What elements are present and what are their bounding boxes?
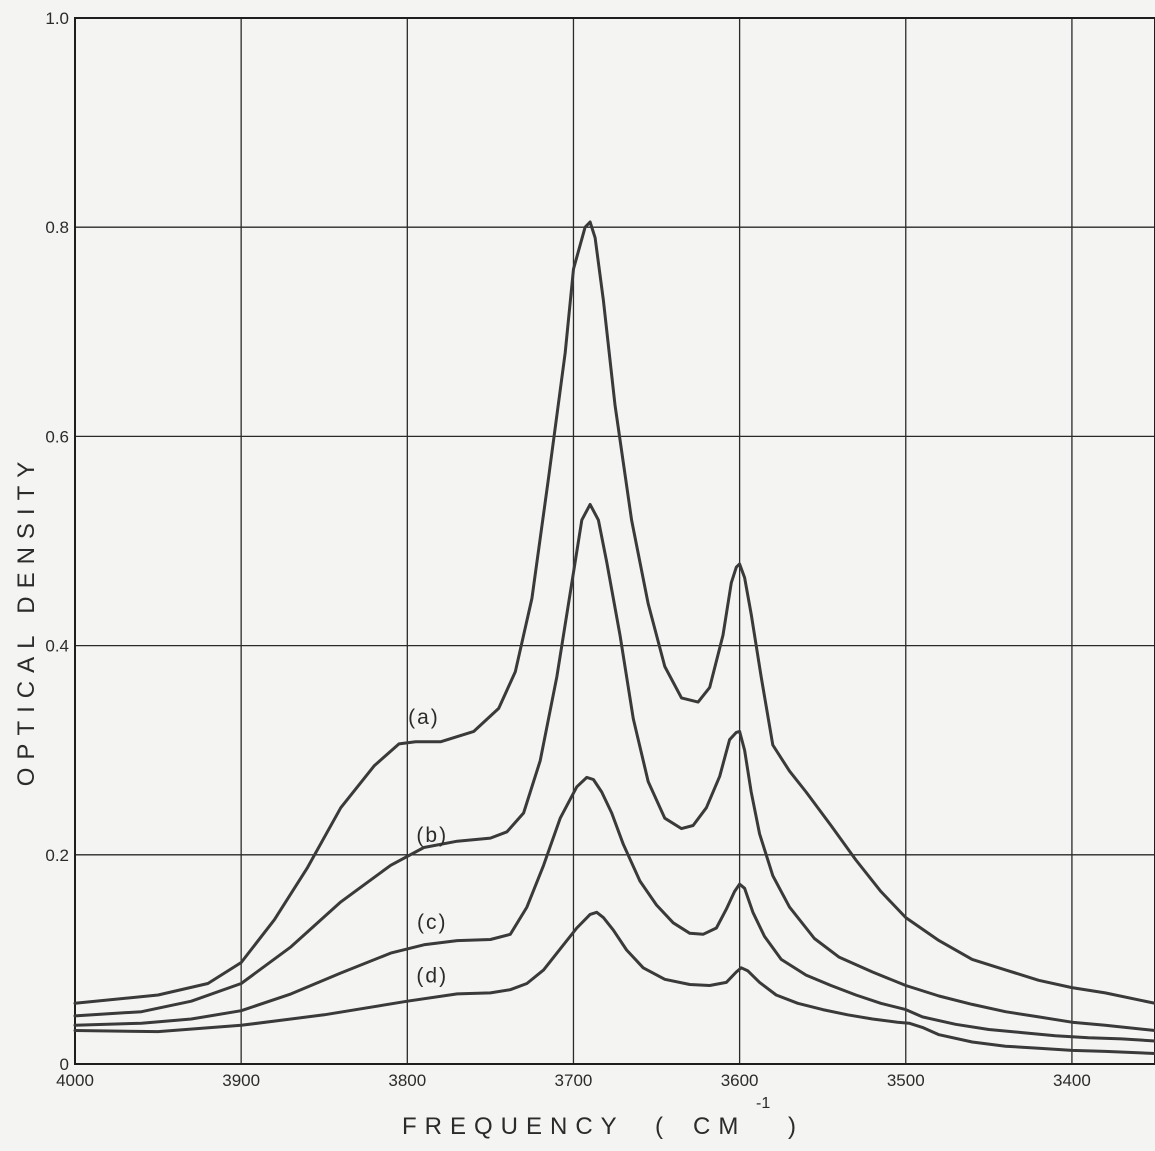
x-axis-title-paren-open: ( <box>655 1113 671 1140</box>
series-label-b: (b) <box>416 824 448 847</box>
series-curves <box>73 220 1155 1055</box>
series-line-d <box>73 910 1155 1055</box>
x-axis-title-unit-exponent: -1 <box>756 1095 770 1112</box>
plot-frame <box>74 17 1155 1065</box>
y-tick-label: 0 <box>60 1055 69 1074</box>
series-label-c: (c) <box>417 911 448 934</box>
x-tick-label: 3700 <box>555 1071 593 1090</box>
series-label-a: (a) <box>408 706 440 729</box>
y-tick-label: 0.8 <box>45 218 69 237</box>
y-tick-label: 0.2 <box>45 846 69 865</box>
x-tick-label: 4000 <box>56 1071 94 1090</box>
series-line-a <box>73 220 1155 1005</box>
x-axis-title: FREQUENCY ( CM -1 ) <box>402 1095 804 1140</box>
y-tick-label: 1.0 <box>45 9 69 28</box>
series-labels: (a) (b) (c) (d) <box>408 706 448 987</box>
x-tick-label: 3400 <box>1053 1071 1091 1090</box>
grid <box>74 17 1155 1065</box>
series-line-b <box>73 502 1155 1032</box>
x-tick-label: 3500 <box>887 1071 925 1090</box>
x-tick-label: 3800 <box>388 1071 426 1090</box>
y-axis-title: OPTICAL DENSITY <box>13 454 40 786</box>
y-tick-label: 0.4 <box>45 637 69 656</box>
x-tick-label: 3900 <box>222 1071 260 1090</box>
x-axis-title-unit: CM <box>693 1113 746 1140</box>
series-line-c <box>73 775 1155 1043</box>
tick-labels: 4000 3900 3800 3700 3600 3500 3400 0 0.2 0.4 0.6 0.… <box>45 9 1090 1090</box>
series-label-d: (d) <box>416 964 448 987</box>
y-tick-label: 0.6 <box>45 427 69 446</box>
x-tick-label: 3600 <box>721 1071 759 1090</box>
x-axis-title-text: FREQUENCY <box>402 1113 625 1140</box>
x-axis-title-paren-close: ) <box>788 1113 804 1140</box>
